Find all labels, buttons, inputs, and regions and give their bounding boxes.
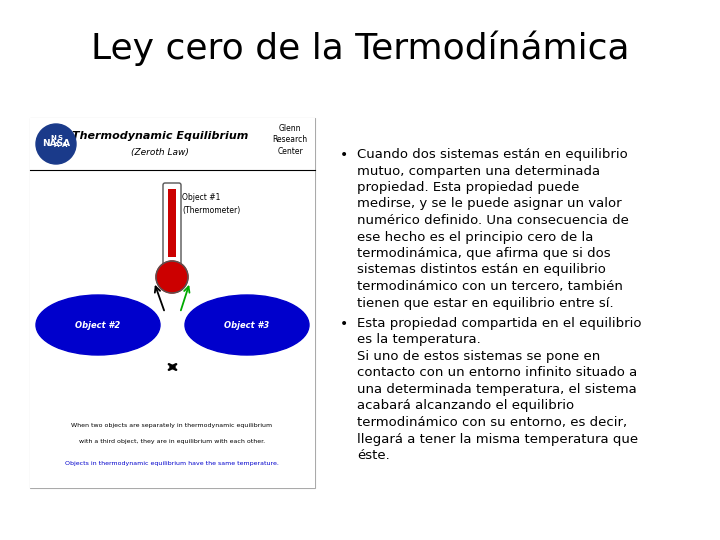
Text: tienen que estar en equilibrio entre sí.: tienen que estar en equilibrio entre sí. (357, 296, 613, 309)
Text: Object #3: Object #3 (225, 321, 269, 329)
FancyBboxPatch shape (30, 118, 315, 170)
Text: es la temperatura.: es la temperatura. (357, 334, 481, 347)
Text: A: A (62, 142, 68, 148)
Text: When two objects are separately in thermodynamic equilibrium: When two objects are separately in therm… (71, 423, 273, 429)
Text: Cuando dos sistemas están en equilibrio: Cuando dos sistemas están en equilibrio (357, 148, 628, 161)
Text: S: S (58, 135, 63, 141)
Text: Glenn
Research
Center: Glenn Research Center (272, 124, 307, 156)
Text: llegará a tener la misma temperatura que: llegará a tener la misma temperatura que (357, 433, 638, 446)
FancyBboxPatch shape (30, 118, 315, 488)
Text: Object #1: Object #1 (182, 193, 220, 202)
Text: Object #2: Object #2 (76, 321, 121, 329)
Circle shape (156, 261, 188, 293)
Text: ese hecho es el principio cero de la: ese hecho es el principio cero de la (357, 231, 593, 244)
Text: termodinámico con su entorno, es decir,: termodinámico con su entorno, es decir, (357, 416, 627, 429)
FancyBboxPatch shape (30, 408, 315, 488)
Text: (Thermometer): (Thermometer) (182, 206, 240, 214)
Circle shape (36, 124, 76, 164)
Text: termodinámica, que afirma que si dos: termodinámica, que afirma que si dos (357, 247, 611, 260)
Text: Si uno de estos sistemas se pone en: Si uno de estos sistemas se pone en (357, 350, 600, 363)
Text: N: N (50, 135, 56, 141)
Text: Objects in thermodynamic equilibrium have the same temperature.: Objects in thermodynamic equilibrium hav… (65, 461, 279, 465)
Text: medirse, y se le puede asignar un valor: medirse, y se le puede asignar un valor (357, 198, 621, 211)
Text: Thermodynamic Equilibrium: Thermodynamic Equilibrium (72, 131, 248, 141)
Text: A: A (54, 142, 59, 148)
Text: Ley cero de la Termodínámica: Ley cero de la Termodínámica (91, 30, 629, 66)
Text: mutuo, comparten una determinada: mutuo, comparten una determinada (357, 165, 600, 178)
FancyBboxPatch shape (168, 189, 176, 257)
FancyBboxPatch shape (163, 183, 181, 267)
Text: propiedad. Esta propiedad puede: propiedad. Esta propiedad puede (357, 181, 580, 194)
Text: termodinámico con un tercero, también: termodinámico con un tercero, también (357, 280, 623, 293)
Ellipse shape (36, 295, 160, 355)
Text: (Zeroth Law): (Zeroth Law) (131, 148, 189, 158)
Text: •: • (340, 148, 348, 162)
Text: with a third object, they are in equilibrium with each other.: with a third object, they are in equilib… (79, 438, 265, 443)
Text: sistemas distintos están en equilibrio: sistemas distintos están en equilibrio (357, 264, 606, 276)
Text: •: • (340, 317, 348, 331)
Ellipse shape (185, 295, 309, 355)
Text: Esta propiedad compartida en el equilibrio: Esta propiedad compartida en el equilibr… (357, 317, 642, 330)
Text: numérico definido. Una consecuencia de: numérico definido. Una consecuencia de (357, 214, 629, 227)
FancyBboxPatch shape (30, 170, 315, 408)
Text: una determinada temperatura, el sistema: una determinada temperatura, el sistema (357, 383, 636, 396)
Text: contacto con un entorno infinito situado a: contacto con un entorno infinito situado… (357, 367, 637, 380)
Text: acabará alcanzando el equilibrio: acabará alcanzando el equilibrio (357, 400, 574, 413)
Text: NASA: NASA (42, 139, 70, 148)
Text: éste.: éste. (357, 449, 390, 462)
